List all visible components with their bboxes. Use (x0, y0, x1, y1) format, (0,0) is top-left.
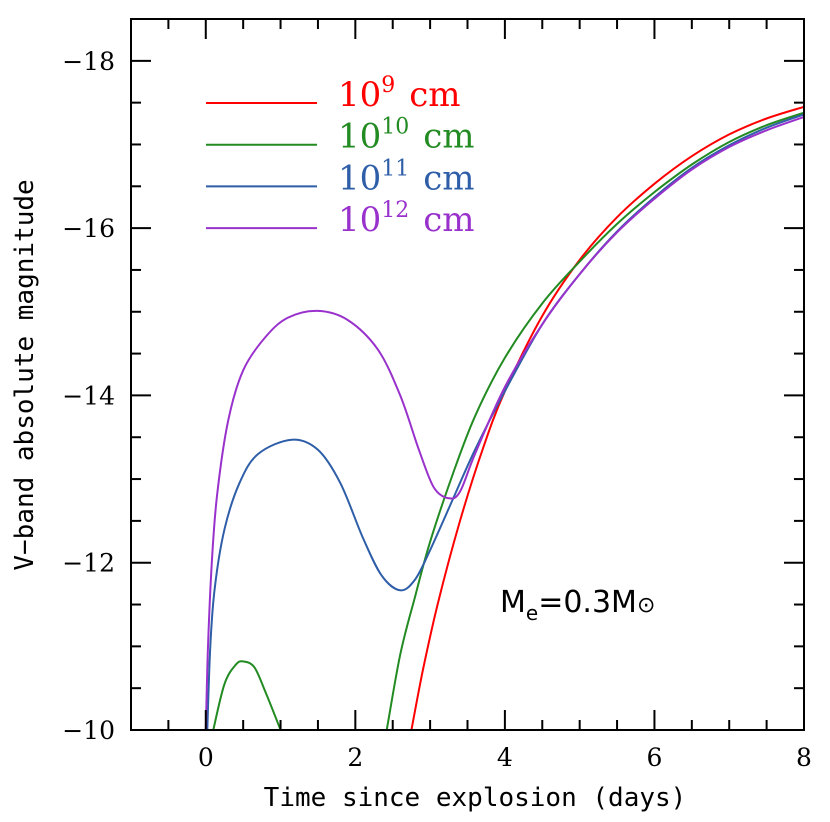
axis-ticks (131, 19, 804, 730)
y-axis-label: V−band absolute magnitude (10, 179, 40, 570)
annotation-ejecta-mass: Me=0.3M⊙ (500, 585, 655, 625)
x-tick-label: 8 (796, 743, 812, 772)
legend-label: 109 cm (338, 73, 461, 115)
legend-label: 1011 cm (338, 156, 475, 198)
tick-labels: 0 2 4 6 8 −18 −16 −14 −12 −10 (62, 47, 812, 772)
y-tick-label: −14 (62, 381, 115, 410)
curves (204, 105, 804, 730)
y-tick-label: −16 (62, 214, 115, 243)
x-tick-label: 2 (347, 743, 363, 772)
x-axis-label: Time since explosion (days) (264, 783, 687, 813)
series-line-10 (385, 111, 804, 730)
y-tick-label: −10 (62, 716, 115, 745)
y-tick-label: −18 (62, 47, 115, 76)
y-tick-label: −12 (62, 549, 115, 578)
legend-label: 1010 cm (338, 115, 475, 157)
series-line-9 (410, 105, 804, 730)
x-tick-label: 6 (646, 743, 662, 772)
series-line-12 (204, 115, 804, 730)
x-tick-label: 4 (497, 743, 513, 772)
series-line-10 (212, 660, 282, 730)
series-line-11 (206, 113, 804, 730)
x-tick-label: 0 (198, 743, 214, 772)
legend-label: 1012 cm (338, 198, 475, 240)
